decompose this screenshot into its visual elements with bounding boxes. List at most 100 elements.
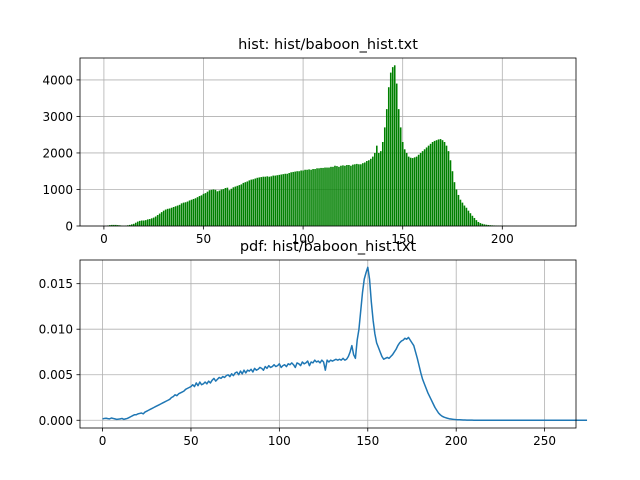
histogram-bar xyxy=(194,198,197,226)
histogram-bar xyxy=(190,199,193,226)
histogram-x-tick-label: 50 xyxy=(196,232,211,246)
histogram-bar xyxy=(252,179,255,226)
histogram-bar xyxy=(270,176,273,226)
histogram-bar xyxy=(374,152,376,226)
histogram-bar xyxy=(354,164,356,226)
histogram-bar xyxy=(111,224,113,226)
pdf-y-tick-label: 0.005 xyxy=(39,368,73,382)
histogram-bar xyxy=(154,216,157,226)
histogram-bar xyxy=(346,165,348,226)
histogram-bar xyxy=(457,194,460,226)
histogram-bar xyxy=(290,172,292,226)
histogram-bar xyxy=(115,224,117,226)
histogram-bar xyxy=(158,213,161,226)
histogram-bar xyxy=(465,207,468,226)
histogram-bar xyxy=(170,207,173,226)
histogram-bar xyxy=(132,223,135,226)
histogram-bar xyxy=(387,87,390,226)
histogram-bar xyxy=(350,165,352,226)
histogram-bar xyxy=(248,180,251,226)
histogram-bar xyxy=(244,182,247,226)
histogram-bar xyxy=(134,222,137,226)
histogram-y-tick-label: 2000 xyxy=(42,146,73,160)
histogram-bar xyxy=(234,186,237,226)
histogram-bar xyxy=(156,215,159,226)
histogram-bar xyxy=(292,171,294,226)
histogram-bar xyxy=(250,179,253,226)
histogram-bar xyxy=(320,167,322,226)
histogram-bar xyxy=(230,188,233,226)
histogram-bar xyxy=(393,65,396,226)
histogram-bar xyxy=(174,206,177,226)
histogram-bar xyxy=(379,151,382,226)
histogram-bar xyxy=(344,165,346,226)
histogram-bar xyxy=(306,169,308,226)
histogram-bar xyxy=(342,165,344,226)
histogram-bar xyxy=(144,220,147,226)
histogram-bar xyxy=(413,157,416,226)
histogram-bar xyxy=(286,173,288,226)
histogram-bar xyxy=(381,142,384,226)
histogram-bar xyxy=(399,127,402,226)
histogram-x-tick-label: 100 xyxy=(292,232,315,246)
histogram-bar xyxy=(212,189,215,226)
histogram-bar xyxy=(138,220,141,226)
histogram-bar xyxy=(152,217,155,226)
histogram-bar xyxy=(437,139,440,226)
histogram-bar xyxy=(202,193,205,226)
histogram-bar xyxy=(473,217,476,226)
histogram-bar xyxy=(449,160,452,226)
pdf-axes-frame xyxy=(79,259,577,429)
histogram-bar xyxy=(148,219,151,226)
pdf-title: pdf: hist/baboon_hist.txt xyxy=(240,239,417,255)
histogram-bar xyxy=(129,224,131,226)
histogram-bar xyxy=(109,225,111,226)
histogram-bar xyxy=(463,205,466,226)
histogram-axes-frame xyxy=(79,57,577,227)
histogram-bar xyxy=(352,164,354,226)
histogram-bar xyxy=(142,220,145,226)
histogram-bar xyxy=(411,158,414,226)
histogram-bar xyxy=(372,156,374,226)
histogram-bar xyxy=(356,163,358,226)
histogram-bar xyxy=(389,72,392,226)
histogram-bar xyxy=(130,224,133,226)
histogram-bar xyxy=(433,140,436,226)
histogram-bar xyxy=(288,173,290,226)
histogram-bar xyxy=(431,142,434,226)
histogram-bar xyxy=(204,193,207,226)
histogram-bar xyxy=(206,191,209,226)
histogram-bar xyxy=(459,199,462,226)
histogram-bar xyxy=(136,221,139,226)
histogram-bar xyxy=(477,221,480,226)
histogram-bar xyxy=(451,171,454,226)
histogram-bar xyxy=(334,165,336,226)
histogram-bar xyxy=(256,177,259,226)
histogram-bar xyxy=(435,140,438,226)
histogram-bar xyxy=(419,152,422,226)
pdf-chart: pdf: hist/baboon_hist.txt 0 50 100 150 200 25… xyxy=(39,239,588,448)
histogram-bar xyxy=(397,109,400,226)
histogram-y-tick-label: 1000 xyxy=(42,183,73,197)
histogram-bar xyxy=(403,149,406,226)
histogram-bar xyxy=(268,176,271,226)
histogram-bar xyxy=(312,169,314,226)
histogram-bar xyxy=(278,174,280,226)
histogram-bar xyxy=(182,202,185,226)
histogram-bar xyxy=(266,176,269,226)
pdf-x-tick-label: 50 xyxy=(183,434,198,448)
histogram-bar xyxy=(370,158,372,226)
histogram-bar xyxy=(485,224,488,226)
histogram-bar xyxy=(300,170,302,226)
histogram-bar xyxy=(166,208,169,226)
histogram-bar xyxy=(117,225,119,226)
histogram-bar xyxy=(186,201,189,226)
histogram-bar xyxy=(423,149,426,226)
histogram-bar xyxy=(314,169,316,226)
pdf-line xyxy=(102,266,588,422)
histogram-bar xyxy=(224,188,227,226)
histogram-bar xyxy=(467,210,470,226)
pdf-line-series xyxy=(102,266,588,422)
histogram-bars xyxy=(107,65,533,226)
histogram-bar xyxy=(280,174,282,226)
